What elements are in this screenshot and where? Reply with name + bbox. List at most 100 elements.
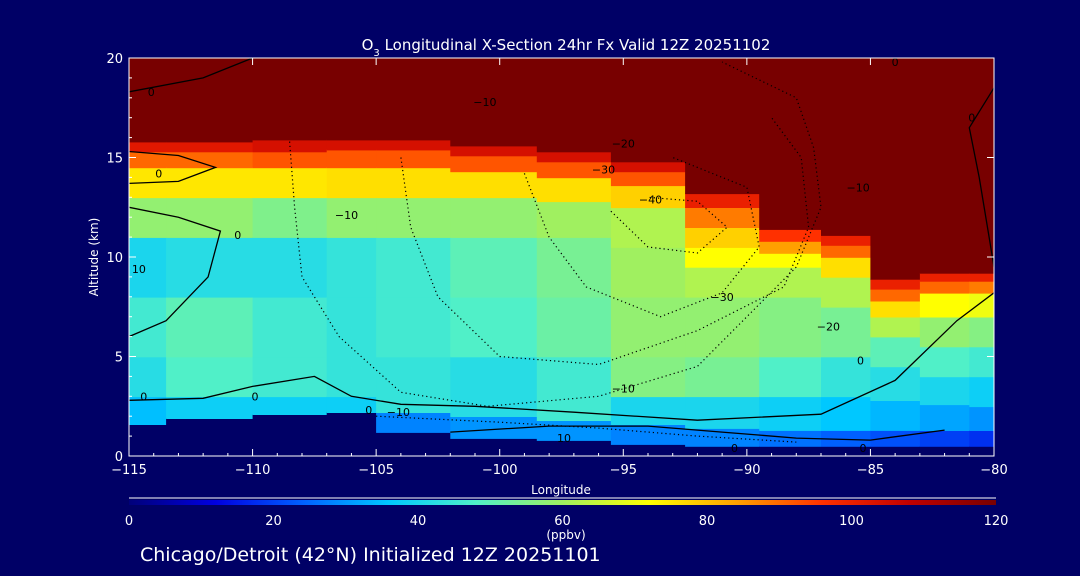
heatmap-cell: [610, 58, 686, 163]
heatmap-cell: [536, 440, 612, 456]
heatmap-cell: [450, 438, 538, 456]
contour-label: 0: [252, 390, 259, 403]
heatmap-cell: [450, 155, 538, 173]
contour-line: [289, 61, 822, 407]
colorbar-tick-label: 100: [839, 514, 864, 529]
colorbar-ticks: 0 20 40 60 80 100 120: [125, 514, 1009, 529]
heatmap-cell: [376, 237, 451, 298]
heatmap-cell: [685, 356, 760, 398]
heatmap-cell: [759, 356, 822, 398]
heatmap-cell: [821, 430, 872, 447]
heatmap-cell: [870, 366, 921, 401]
contour-label: 0: [857, 355, 864, 368]
heatmap-cell: [129, 296, 167, 358]
heatmap-cell: [536, 201, 612, 238]
heatmap-cell: [759, 396, 822, 431]
contour-label: −40: [639, 193, 662, 206]
heatmap-cell: [376, 197, 451, 238]
heatmap-cell: [326, 58, 377, 141]
colorbar-tick-label: 40: [410, 514, 427, 529]
contour-label: 10: [132, 263, 146, 276]
y-axis-label: Altitude (km): [87, 218, 101, 297]
heatmap-cell: [252, 414, 328, 456]
x-tick-label: −85: [857, 463, 884, 478]
heatmap-cell: [685, 428, 760, 447]
contour-label: 0: [140, 390, 147, 403]
colorbar-tick-label: 80: [699, 514, 716, 529]
heatmap-cell: [919, 376, 971, 406]
x-tick-label: −95: [610, 463, 637, 478]
contour-line: [610, 196, 729, 254]
heatmap-cell: [376, 356, 451, 413]
contour-label: 0: [365, 404, 372, 417]
heatmap-cell: [919, 446, 971, 456]
heatmap-cell: [685, 227, 760, 248]
heatmap-cell: [610, 207, 686, 248]
contour-label: 0: [731, 442, 738, 455]
heatmap-cell: [450, 171, 538, 199]
x-axis: −115 −110 −105 −100 −95 −90 −85 −80: [111, 58, 1008, 478]
colorbar-tick-label: 120: [984, 514, 1009, 529]
heatmap-cell: [919, 58, 971, 274]
heatmap-cell: [536, 420, 612, 441]
heatmap-cell: [969, 292, 994, 318]
heatmap-cell: [969, 406, 994, 431]
x-axis-label: Longitude: [531, 483, 591, 497]
heatmap-field: [129, 58, 994, 456]
heatmap-cell: [376, 412, 451, 433]
heatmap-cell: [919, 292, 971, 318]
contour-label: 0: [234, 229, 241, 242]
heatmap-cell: [610, 296, 686, 358]
heatmap-cell: [166, 58, 254, 143]
heatmap-cell: [610, 424, 686, 445]
heatmap-cell: [326, 167, 377, 199]
heatmap-cell: [870, 300, 921, 318]
heatmap-cell: [326, 237, 377, 298]
heatmap-cell: [969, 316, 994, 348]
x-tick-label: −110: [235, 463, 271, 478]
heatmap-cell: [969, 58, 994, 274]
heatmap-cell: [326, 412, 377, 456]
y-tick-label: 15: [106, 152, 123, 167]
contour-label: −10: [387, 406, 410, 419]
heatmap-cell: [166, 418, 254, 456]
colorbar-tick-label: 20: [265, 514, 282, 529]
contour-labels: 0 0 0 0 0 0 0 0 0 0 0 10 −10 −10 −10 −10 −10 10 −20 −20 −30 −…: [132, 58, 975, 455]
contour-label: 0: [148, 86, 155, 99]
heatmap-cell: [759, 446, 822, 456]
heatmap-cell: [685, 247, 760, 268]
contour-label: −10: [335, 209, 358, 222]
heatmap-cell: [919, 346, 971, 378]
heatmap-cell: [685, 207, 760, 228]
heatmap-cell: [610, 161, 686, 173]
heatmap-cell: [252, 296, 328, 358]
heatmap-cell: [969, 446, 994, 456]
contour-label: −30: [592, 163, 615, 176]
chart-title: O3 Longitudinal X-Section 24hr Fx Valid …: [362, 36, 771, 59]
heatmap-cell: [870, 446, 921, 456]
heatmap-cell: [610, 356, 686, 398]
heatmap-cell: [326, 296, 377, 358]
heatmap-cell: [759, 241, 822, 254]
heatmap-cell: [870, 58, 921, 280]
heatmap-cell: [610, 171, 686, 187]
heatmap-cell: [759, 267, 822, 298]
heatmap-cell: [450, 58, 538, 147]
heatmap-cell: [376, 58, 451, 141]
heatmap-cell: [536, 296, 612, 358]
heatmap-cell: [376, 167, 451, 199]
heatmap-cell: [166, 296, 254, 358]
heatmap-cell: [166, 167, 254, 199]
heatmap-cell: [450, 145, 538, 157]
heatmap-cell: [821, 306, 872, 358]
heatmap-cell: [969, 346, 994, 378]
heatmap-cell: [536, 161, 612, 179]
heatmap-cell: [450, 237, 538, 298]
contour-line: [129, 150, 218, 185]
heatmap-cell: [919, 272, 971, 282]
heatmap-cell: [759, 229, 822, 242]
heatmap-cell: [166, 141, 254, 153]
heatmap-cell: [166, 396, 254, 419]
y-axis: 0 5 10 15 20: [106, 52, 994, 465]
